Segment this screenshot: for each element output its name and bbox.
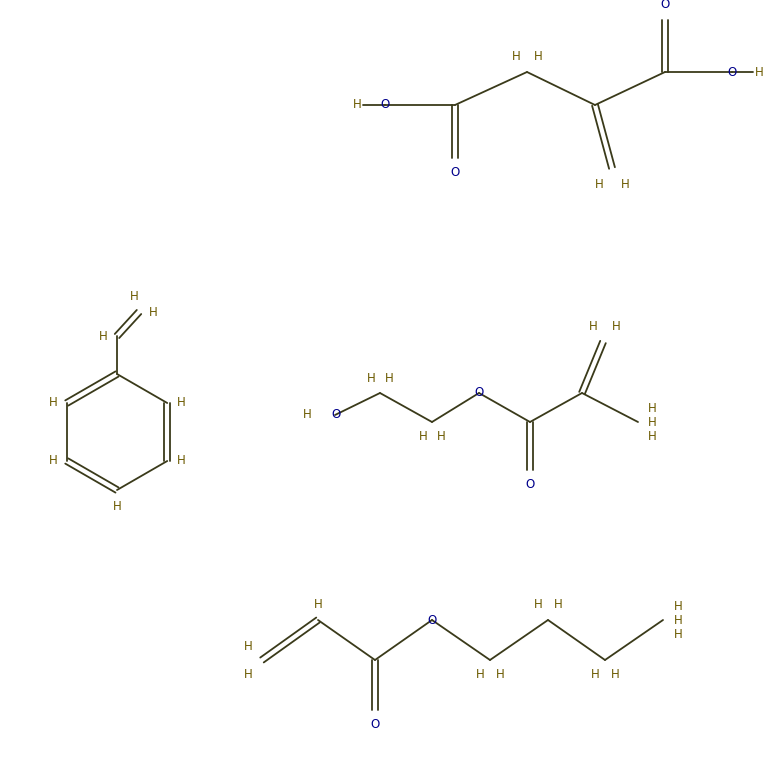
Text: H: H (534, 598, 543, 611)
Text: O: O (450, 166, 459, 179)
Text: H: H (534, 50, 543, 63)
Text: H: H (129, 291, 138, 304)
Text: H: H (476, 669, 485, 682)
Text: H: H (49, 397, 57, 410)
Text: O: O (525, 478, 535, 491)
Text: H: H (314, 598, 322, 611)
Text: H: H (244, 668, 252, 680)
Text: H: H (367, 372, 376, 384)
Text: H: H (303, 408, 311, 421)
Text: H: H (648, 430, 656, 442)
Text: O: O (380, 98, 390, 111)
Text: O: O (660, 0, 670, 12)
Text: H: H (589, 321, 597, 333)
Text: H: H (353, 98, 361, 111)
Text: H: H (149, 305, 158, 318)
Text: H: H (594, 178, 604, 190)
Text: H: H (385, 372, 394, 384)
Text: H: H (177, 397, 186, 410)
Text: O: O (728, 66, 737, 79)
Text: O: O (332, 408, 340, 421)
Text: H: H (755, 66, 764, 79)
Text: H: H (648, 416, 656, 428)
Text: O: O (370, 717, 379, 730)
Text: H: H (177, 455, 186, 468)
Text: H: H (113, 499, 122, 512)
Text: H: H (554, 598, 562, 611)
Text: O: O (427, 614, 437, 626)
Text: O: O (474, 386, 484, 400)
Text: H: H (244, 639, 252, 652)
Text: H: H (673, 600, 682, 612)
Text: H: H (437, 431, 445, 444)
Text: H: H (495, 669, 504, 682)
Text: H: H (590, 669, 600, 682)
Text: H: H (621, 178, 630, 190)
Text: H: H (648, 401, 656, 414)
Text: H: H (612, 321, 620, 333)
Text: H: H (99, 329, 107, 342)
Text: H: H (673, 614, 682, 626)
Text: H: H (49, 455, 57, 468)
Text: H: H (611, 669, 619, 682)
Text: H: H (512, 50, 521, 63)
Text: H: H (419, 431, 427, 444)
Text: H: H (673, 628, 682, 641)
